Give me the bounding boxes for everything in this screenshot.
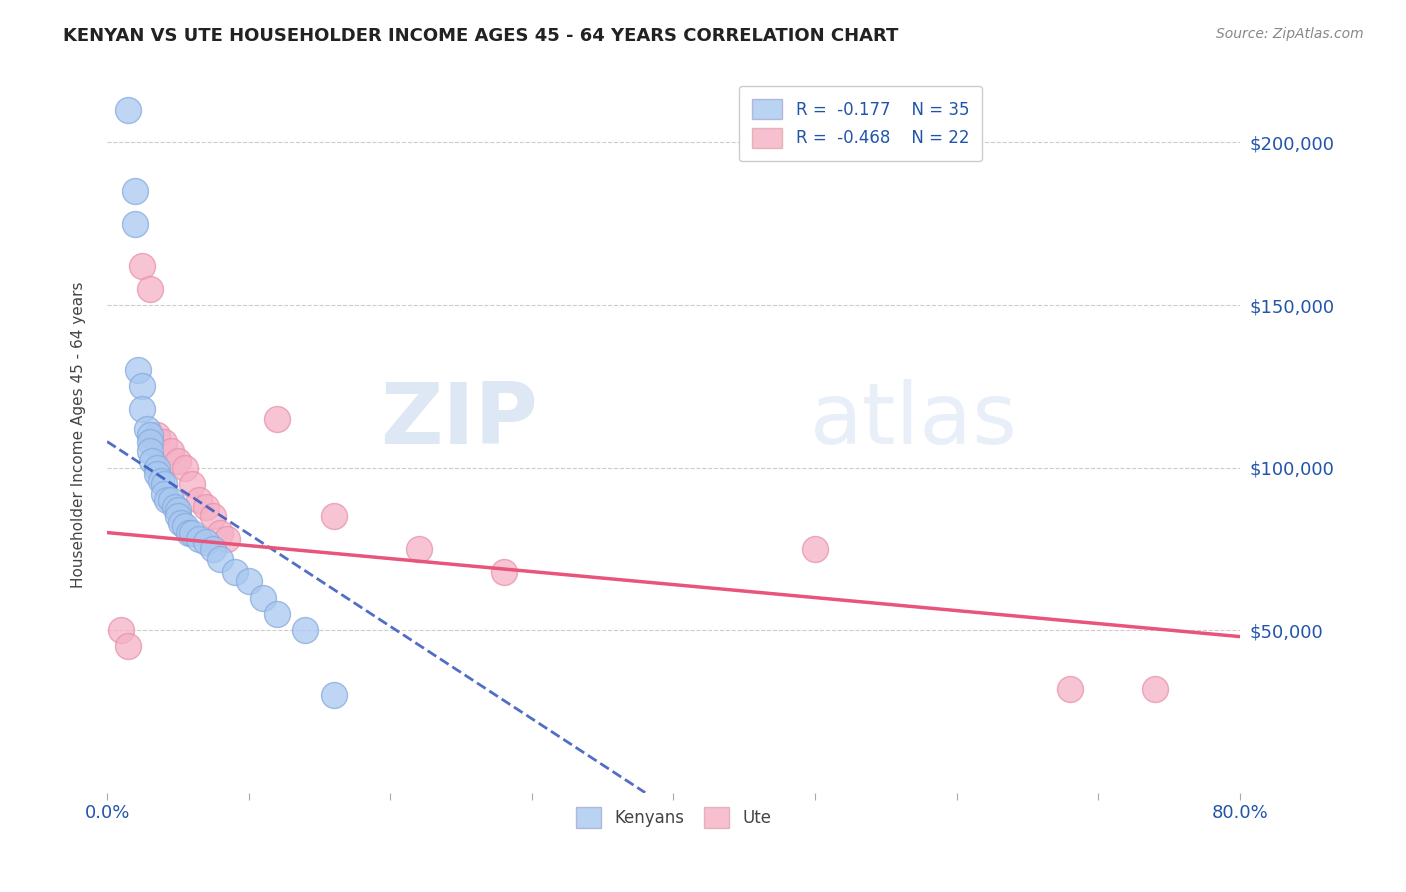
Point <box>131 259 153 273</box>
Point <box>167 509 190 524</box>
Point <box>252 591 274 605</box>
Point <box>804 541 827 556</box>
Point <box>266 411 288 425</box>
Point <box>117 640 139 654</box>
Point <box>322 509 344 524</box>
Point <box>117 103 139 117</box>
Point <box>188 493 211 508</box>
Point <box>167 503 190 517</box>
Text: ZIP: ZIP <box>380 379 537 462</box>
Point <box>1059 681 1081 696</box>
Point <box>170 516 193 530</box>
Point <box>138 434 160 449</box>
Point <box>209 551 232 566</box>
Point <box>179 525 201 540</box>
Point <box>195 500 218 514</box>
Point <box>152 486 174 500</box>
Point <box>149 474 172 488</box>
Point <box>1143 681 1166 696</box>
Point <box>174 460 197 475</box>
Point <box>145 467 167 481</box>
Point <box>202 541 225 556</box>
Point <box>152 476 174 491</box>
Point <box>174 519 197 533</box>
Point <box>224 565 246 579</box>
Point <box>266 607 288 621</box>
Point <box>124 217 146 231</box>
Point <box>131 379 153 393</box>
Point <box>322 688 344 702</box>
Point <box>152 434 174 449</box>
Point <box>127 363 149 377</box>
Point <box>159 493 181 508</box>
Point <box>145 460 167 475</box>
Point <box>188 532 211 546</box>
Text: KENYAN VS UTE HOUSEHOLDER INCOME AGES 45 - 64 YEARS CORRELATION CHART: KENYAN VS UTE HOUSEHOLDER INCOME AGES 45… <box>63 27 898 45</box>
Point <box>145 428 167 442</box>
Point <box>159 444 181 458</box>
Point <box>408 541 430 556</box>
Text: atlas: atlas <box>810 379 1018 462</box>
Point <box>141 454 163 468</box>
Point <box>181 525 204 540</box>
Point <box>238 574 260 589</box>
Point <box>110 623 132 637</box>
Point <box>124 184 146 198</box>
Point <box>135 421 157 435</box>
Point <box>209 525 232 540</box>
Point <box>217 532 239 546</box>
Point <box>131 402 153 417</box>
Y-axis label: Householder Income Ages 45 - 64 years: Householder Income Ages 45 - 64 years <box>72 282 86 589</box>
Point <box>163 500 186 514</box>
Legend: Kenyans, Ute: Kenyans, Ute <box>569 801 778 834</box>
Point <box>294 623 316 637</box>
Point <box>155 493 177 508</box>
Point <box>195 535 218 549</box>
Text: Source: ZipAtlas.com: Source: ZipAtlas.com <box>1216 27 1364 41</box>
Point <box>138 282 160 296</box>
Point <box>202 509 225 524</box>
Point <box>181 476 204 491</box>
Point <box>492 565 515 579</box>
Point <box>167 454 190 468</box>
Point <box>138 428 160 442</box>
Point <box>138 444 160 458</box>
